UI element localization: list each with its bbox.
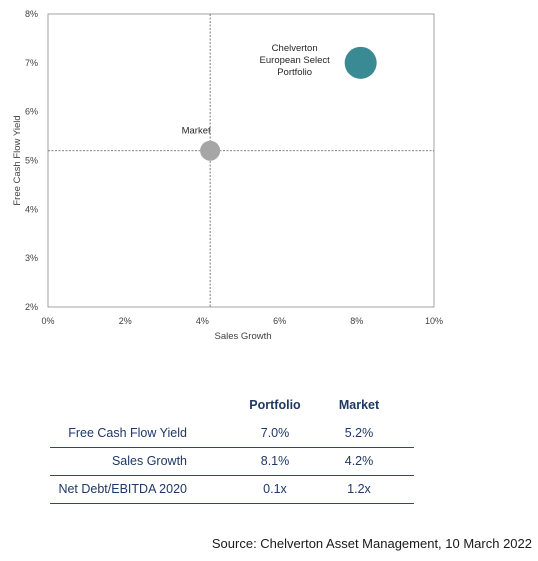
point-label-line: Portfolio bbox=[277, 67, 312, 78]
metrics-table: Portfolio Market Free Cash Flow Yield 7.… bbox=[50, 392, 414, 504]
market-value: 5.2% bbox=[344, 426, 374, 440]
market-value: 1.2x bbox=[347, 482, 371, 496]
x-tick-label: 2% bbox=[119, 316, 132, 326]
x-tick-label: 6% bbox=[273, 316, 286, 326]
y-axis-title: Free Cash Flow Yield bbox=[12, 115, 23, 205]
point-label-line: Chelverton bbox=[272, 43, 318, 54]
x-tick-label: 0% bbox=[41, 316, 54, 326]
y-tick-label: 6% bbox=[25, 107, 38, 117]
scatter-chart: 0% 2% 4% 6% 8% 10%2%3%4%5%6%7%8%Sales GrowthF… bbox=[12, 9, 443, 342]
point-label-line: European Select bbox=[260, 55, 331, 66]
y-tick-label: 8% bbox=[25, 9, 38, 19]
market-point bbox=[200, 140, 221, 161]
y-tick-label: 4% bbox=[25, 204, 38, 214]
point-label-line: Market bbox=[182, 126, 211, 137]
y-tick-label: 3% bbox=[25, 253, 38, 263]
x-tick-label: 8% bbox=[350, 316, 363, 326]
table-row: Net Debt/EBITDA 2020 0.1x 1.2x bbox=[50, 476, 414, 504]
portfolio-value: 8.1% bbox=[260, 454, 290, 468]
plot-area bbox=[47, 13, 435, 308]
x-tick-label: 4% bbox=[196, 316, 209, 326]
row-label: Net Debt/EBITDA 2020 bbox=[58, 482, 187, 496]
column-header-market: Market bbox=[338, 398, 380, 412]
portfolio-value: 7.0% bbox=[260, 426, 290, 440]
portfolio-value: 0.1x bbox=[263, 482, 287, 496]
x-axis-title: Sales Growth bbox=[214, 331, 271, 342]
table-row: Free Cash Flow Yield 7.0% 5.2% bbox=[50, 420, 414, 448]
point-label: Chelverton European Select Portfolio bbox=[260, 43, 331, 78]
point-label: Market bbox=[182, 126, 211, 137]
column-header-portfolio: Portfolio bbox=[249, 398, 301, 412]
row-label: Free Cash Flow Yield bbox=[68, 426, 187, 440]
y-tick-label: 2% bbox=[25, 302, 38, 312]
x-tick-label: 10% bbox=[425, 316, 443, 326]
y-tick-label: 7% bbox=[25, 58, 38, 68]
portfolio-point bbox=[344, 46, 377, 79]
y-tick-label: 5% bbox=[25, 156, 38, 166]
row-label: Sales Growth bbox=[111, 454, 187, 468]
metrics-table-header: Portfolio Market bbox=[50, 392, 414, 420]
source-note: Source: Chelverton Asset Management, 10 … bbox=[211, 536, 532, 551]
market-value: 4.2% bbox=[344, 454, 374, 468]
table-row: Sales Growth 8.1% 4.2% bbox=[50, 448, 414, 476]
